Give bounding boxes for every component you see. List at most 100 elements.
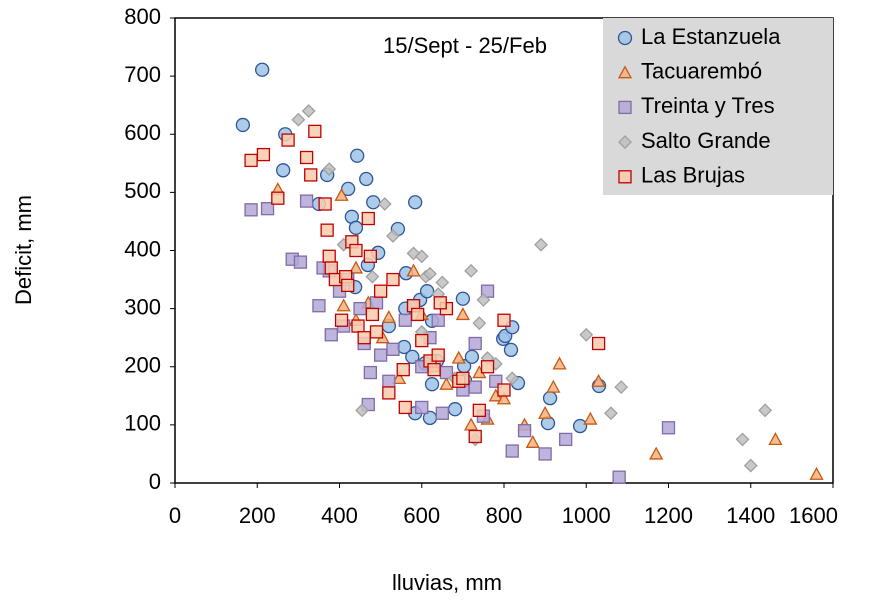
data-point — [312, 299, 326, 313]
x-axis-label: lluvias, mm — [392, 570, 502, 595]
data-point — [583, 411, 598, 425]
y-axis-label: Deficit, mm — [11, 195, 36, 305]
x-tick-label: 0 — [169, 503, 181, 528]
y-tick-label: 0 — [149, 469, 161, 494]
data-point — [377, 197, 392, 211]
data-point — [348, 260, 364, 274]
x-tick-label: 400 — [321, 503, 358, 528]
data-point — [351, 319, 365, 333]
data-point — [382, 386, 396, 400]
annotation: 15/Sept - 25/Feb — [383, 33, 547, 58]
data-point — [324, 261, 338, 275]
y-tick-label: 200 — [124, 353, 161, 378]
data-point — [552, 356, 567, 370]
data-point — [743, 458, 758, 473]
data-point — [464, 263, 479, 278]
data-point — [503, 342, 519, 358]
data-point — [341, 278, 355, 293]
data-point — [431, 313, 445, 327]
x-tick-label: 800 — [486, 503, 523, 528]
data-point — [349, 243, 363, 258]
data-point — [546, 379, 561, 393]
data-point — [431, 348, 445, 362]
data-point — [334, 187, 349, 201]
y-tick-label: 400 — [124, 236, 161, 261]
y-tick-label: 100 — [124, 411, 161, 436]
data-point — [480, 360, 495, 374]
data-point — [604, 406, 618, 421]
legend-marker — [618, 100, 632, 115]
legend-marker — [618, 135, 632, 150]
data-point — [612, 470, 626, 484]
data-point — [464, 417, 479, 431]
data-point — [381, 309, 396, 323]
data-point — [542, 390, 558, 406]
legend-marker — [617, 65, 633, 79]
legend-label: Salto Grande — [641, 128, 771, 153]
data-point — [579, 327, 594, 342]
data-point — [476, 292, 491, 307]
data-point — [382, 374, 396, 388]
data-point — [455, 307, 470, 321]
data-point — [359, 171, 374, 187]
data-point — [496, 391, 512, 405]
data-point — [419, 284, 435, 299]
data-point — [497, 383, 511, 397]
data-point — [276, 163, 291, 178]
x-tick-label: 1400 — [726, 503, 775, 528]
data-point — [324, 328, 338, 342]
y-tick-label: 600 — [124, 120, 161, 145]
data-point — [809, 466, 824, 480]
x-tick-label: 1600 — [789, 503, 838, 528]
legend — [603, 18, 833, 195]
legend-label: La Estanzuela — [641, 24, 781, 49]
data-point — [435, 275, 450, 290]
data-point — [439, 376, 454, 390]
y-tick-label: 800 — [124, 4, 161, 29]
data-point — [735, 432, 750, 447]
data-point — [505, 444, 519, 458]
data-point — [244, 153, 258, 168]
data-point — [318, 197, 332, 211]
y-tick-label: 500 — [124, 178, 161, 203]
data-point — [572, 418, 588, 434]
data-point — [334, 313, 349, 327]
data-point — [386, 272, 400, 287]
data-point — [424, 377, 440, 392]
data-point — [435, 406, 449, 420]
data-point — [369, 296, 384, 310]
data-point — [468, 380, 482, 394]
data-point — [293, 255, 308, 269]
data-point — [366, 195, 381, 210]
data-point — [336, 298, 351, 312]
data-point — [447, 402, 463, 417]
data-point — [322, 162, 337, 177]
data-point — [363, 249, 377, 263]
data-point — [235, 117, 251, 133]
data-point — [348, 220, 364, 235]
data-point — [408, 195, 423, 210]
data-point — [455, 291, 471, 306]
data-point — [525, 434, 540, 448]
data-point — [427, 363, 441, 377]
data-point — [301, 104, 316, 118]
data-point — [472, 316, 487, 331]
data-point — [373, 348, 388, 362]
data-point — [468, 336, 482, 351]
data-point — [299, 194, 314, 208]
data-point — [373, 284, 388, 298]
data-point — [353, 301, 367, 316]
data-point — [456, 371, 470, 386]
data-point — [468, 429, 482, 444]
data-point — [299, 150, 314, 165]
data-point — [322, 249, 336, 263]
x-tick-label: 1000 — [562, 503, 611, 528]
data-point — [591, 336, 606, 351]
data-point — [423, 266, 437, 281]
data-point — [244, 203, 258, 217]
data-point — [357, 331, 371, 345]
data-point — [320, 223, 334, 237]
data-point — [614, 380, 629, 395]
data-point — [392, 371, 407, 385]
